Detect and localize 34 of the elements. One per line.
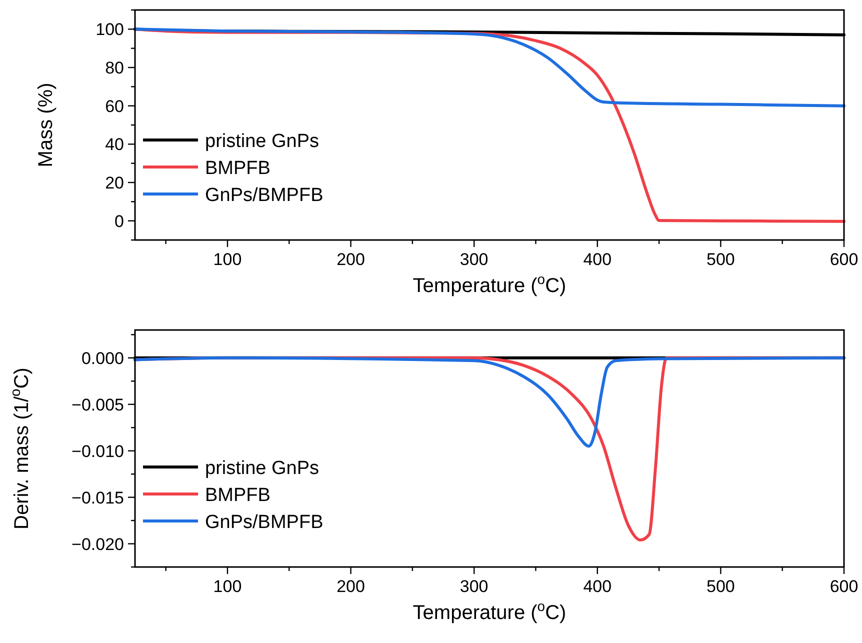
x-tick-label: 100 [213, 250, 242, 269]
y-tick-label: −0.005 [72, 395, 124, 414]
x-axis-title: Temperature ($^{o}$C) [412, 271, 566, 297]
legend-label: GnPs/BMPFB [205, 512, 324, 533]
line-series [134, 356, 846, 448]
y-tick-label: 0.000 [81, 348, 124, 368]
legend-label: GnPs/BMPFB [205, 185, 324, 206]
y-tick-label: 100 [96, 20, 124, 40]
x-axis-title: Temperature ($^{o}$C) [412, 598, 566, 624]
y-tick-label: 40 [105, 135, 124, 154]
x-tick-label: 100 [213, 577, 242, 596]
legend-label: pristine GnPs [205, 458, 320, 479]
x-tick-label: 400 [583, 250, 612, 269]
y-tick-label: 60 [105, 96, 124, 116]
x-tick-label: 200 [336, 577, 365, 596]
y-tick-label: 0 [114, 212, 124, 231]
y-tick-label: −0.015 [72, 488, 124, 508]
x-tick-label: 500 [706, 577, 735, 596]
x-tick-label: 600 [830, 250, 858, 269]
line-series [134, 28, 846, 108]
y-tick-label: 80 [105, 58, 124, 78]
x-tick-label: 300 [460, 250, 488, 269]
y-axis-title: Mass (%) [35, 82, 57, 168]
x-tick-label: 400 [583, 577, 612, 596]
y-tick-label: 20 [105, 174, 124, 192]
x-tick-label: 600 [830, 577, 858, 596]
x-tick-label: 300 [460, 577, 488, 596]
x-tick-label: 500 [706, 250, 735, 269]
legend-label: pristine GnPs [205, 131, 320, 152]
legend-label: BMPFB [205, 158, 270, 179]
y-tick-label: −0.010 [72, 442, 124, 461]
x-tick-label: 200 [336, 250, 365, 269]
legend-label: BMPFB [205, 485, 270, 506]
y-tick-label: −0.020 [72, 534, 124, 554]
